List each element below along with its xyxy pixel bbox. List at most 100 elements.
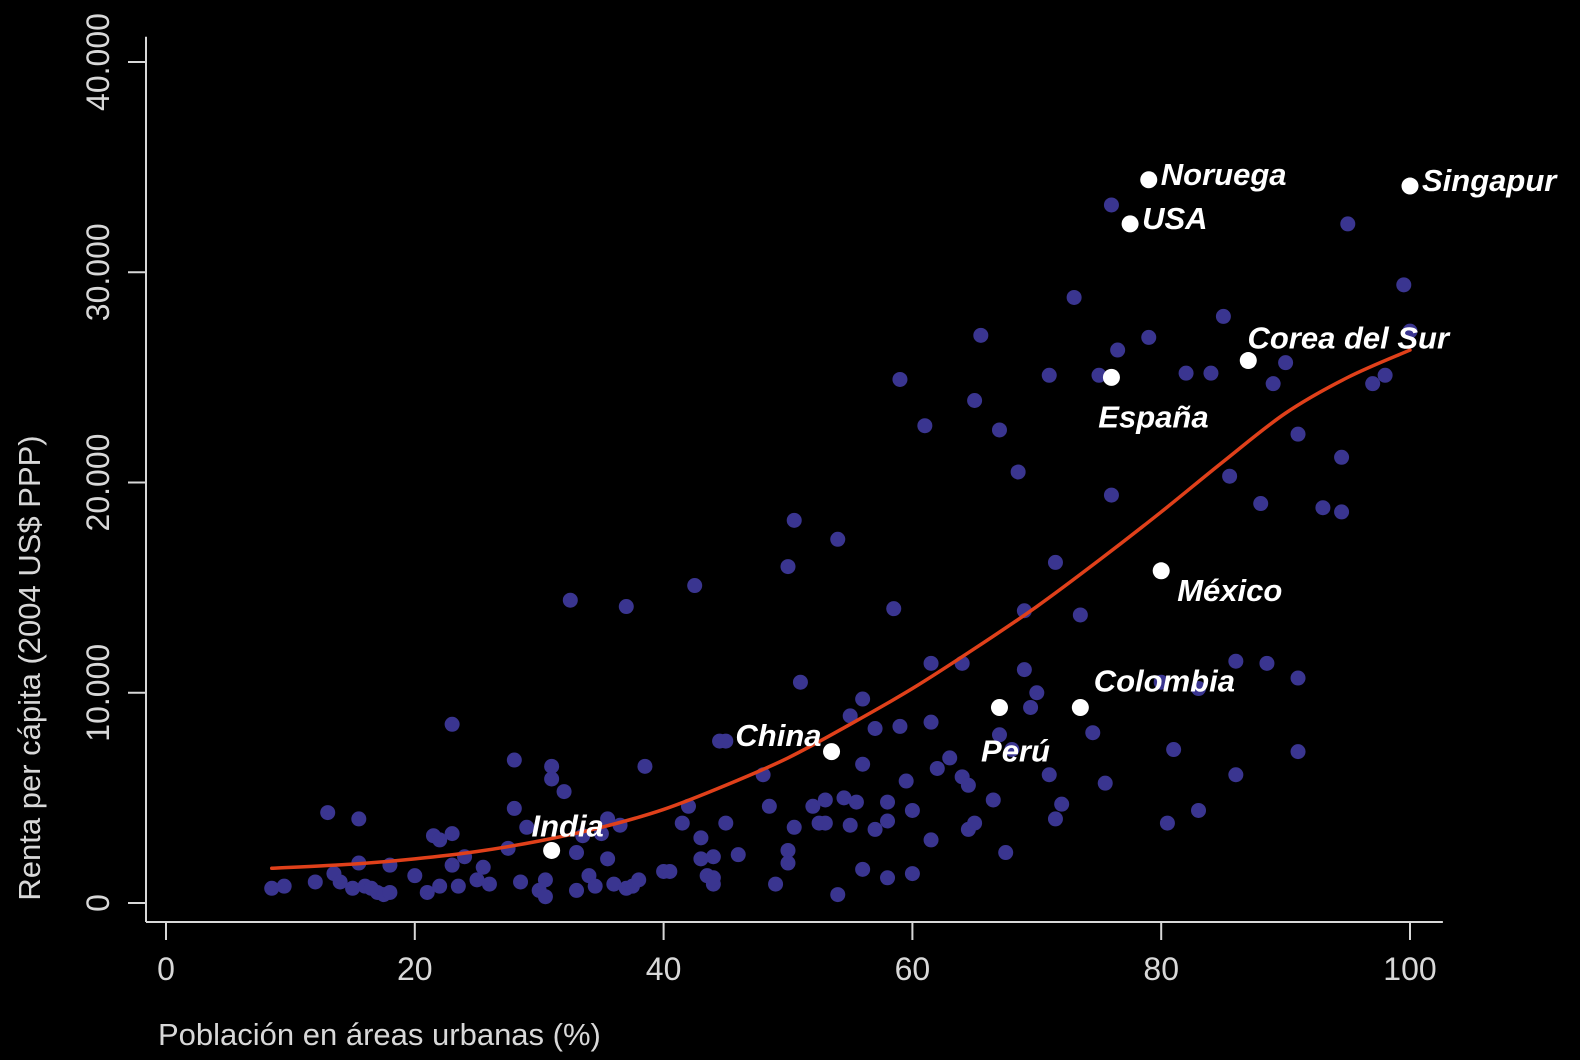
country-point <box>898 773 914 789</box>
country-point <box>1228 767 1244 783</box>
country-point <box>886 601 902 617</box>
country-point <box>855 691 871 707</box>
x-ticks: 0 20 40 60 80 100 <box>157 922 1437 987</box>
country-label: España <box>1098 400 1208 435</box>
country-point <box>923 714 939 730</box>
country-point <box>786 512 802 528</box>
country-point <box>830 531 846 547</box>
country-point <box>1334 504 1350 520</box>
country-point <box>991 727 1007 743</box>
country-point <box>718 733 734 749</box>
country-point <box>1191 802 1207 818</box>
country-point <box>985 792 1001 808</box>
highlighted-point <box>1121 215 1139 233</box>
country-point <box>618 599 634 615</box>
country-point <box>693 830 709 846</box>
country-point <box>537 889 553 905</box>
country-point <box>587 878 603 894</box>
country-point <box>817 815 833 831</box>
country-label: México <box>1177 573 1282 608</box>
country-point <box>1396 277 1412 293</box>
country-point <box>276 878 292 894</box>
country-point <box>407 868 423 884</box>
country-point <box>730 847 746 863</box>
country-point <box>705 849 721 865</box>
country-point <box>1047 554 1063 570</box>
country-point <box>481 876 497 892</box>
country-point <box>923 655 939 671</box>
country-point <box>1402 323 1418 339</box>
country-point <box>544 771 560 787</box>
country-point <box>687 578 703 594</box>
highlighted-point <box>1071 698 1089 716</box>
country-point <box>1110 342 1126 358</box>
country-point <box>631 872 647 888</box>
country-point <box>805 798 821 814</box>
country-point <box>917 418 933 434</box>
country-point <box>836 790 852 806</box>
country-point <box>345 880 361 896</box>
x-tick-label: 20 <box>397 951 433 987</box>
country-point <box>786 819 802 835</box>
axes: 0 10.000 20.000 30.000 40.000 0 20 40 60 80 100 <box>80 13 1443 987</box>
country-point <box>780 559 796 575</box>
country-point <box>1178 365 1194 381</box>
country-point <box>1010 464 1026 480</box>
country-label: Corea del Sur <box>1247 321 1450 356</box>
country-point <box>307 874 323 890</box>
country-point <box>1016 662 1032 678</box>
country-point <box>848 794 864 810</box>
country-point <box>469 872 485 888</box>
country-point <box>768 876 784 892</box>
country-point <box>718 815 734 831</box>
country-point <box>444 716 460 732</box>
highlighted-point <box>1239 352 1257 370</box>
country-point <box>880 870 896 886</box>
country-point <box>780 842 796 858</box>
country-point <box>432 832 448 848</box>
country-point <box>1103 197 1119 213</box>
country-point <box>1041 367 1057 383</box>
country-point <box>637 758 653 774</box>
country-point <box>942 750 958 766</box>
country-point <box>705 870 721 886</box>
country-point <box>1203 365 1219 381</box>
country-point <box>693 851 709 867</box>
country-point <box>1159 815 1175 831</box>
highlighted-point <box>1152 562 1170 580</box>
country-label: Perú <box>981 734 1050 769</box>
country-point <box>904 866 920 882</box>
country-point <box>1215 308 1231 324</box>
country-point <box>1265 376 1281 392</box>
country-point <box>382 884 398 900</box>
country-point <box>1166 742 1182 758</box>
country-point <box>537 872 553 888</box>
country-point <box>880 813 896 829</box>
country-point <box>674 815 690 831</box>
country-point <box>606 876 622 892</box>
x-tick-label: 60 <box>895 951 931 987</box>
country-point <box>1191 681 1207 697</box>
country-point <box>817 792 833 808</box>
y-axis-title: Renta per cápita (2004 US$ PPP) <box>12 435 47 900</box>
country-point <box>1004 742 1020 758</box>
country-point <box>892 718 908 734</box>
country-point <box>1290 426 1306 442</box>
highlighted-point <box>1140 171 1158 189</box>
highlighted-point <box>990 698 1008 716</box>
country-point <box>842 817 858 833</box>
country-point <box>320 805 336 821</box>
country-point <box>780 855 796 871</box>
country-point <box>880 794 896 810</box>
country-point <box>1085 725 1101 741</box>
highlighted-point <box>1102 368 1120 386</box>
country-point <box>929 760 945 776</box>
country-point <box>600 811 616 827</box>
country-point <box>892 371 908 387</box>
country-label: India <box>531 809 603 844</box>
country-point <box>1041 767 1057 783</box>
country-point <box>1228 653 1244 669</box>
country-point <box>475 859 491 875</box>
country-point <box>973 327 989 343</box>
y-tick-label: 0 <box>80 894 116 912</box>
